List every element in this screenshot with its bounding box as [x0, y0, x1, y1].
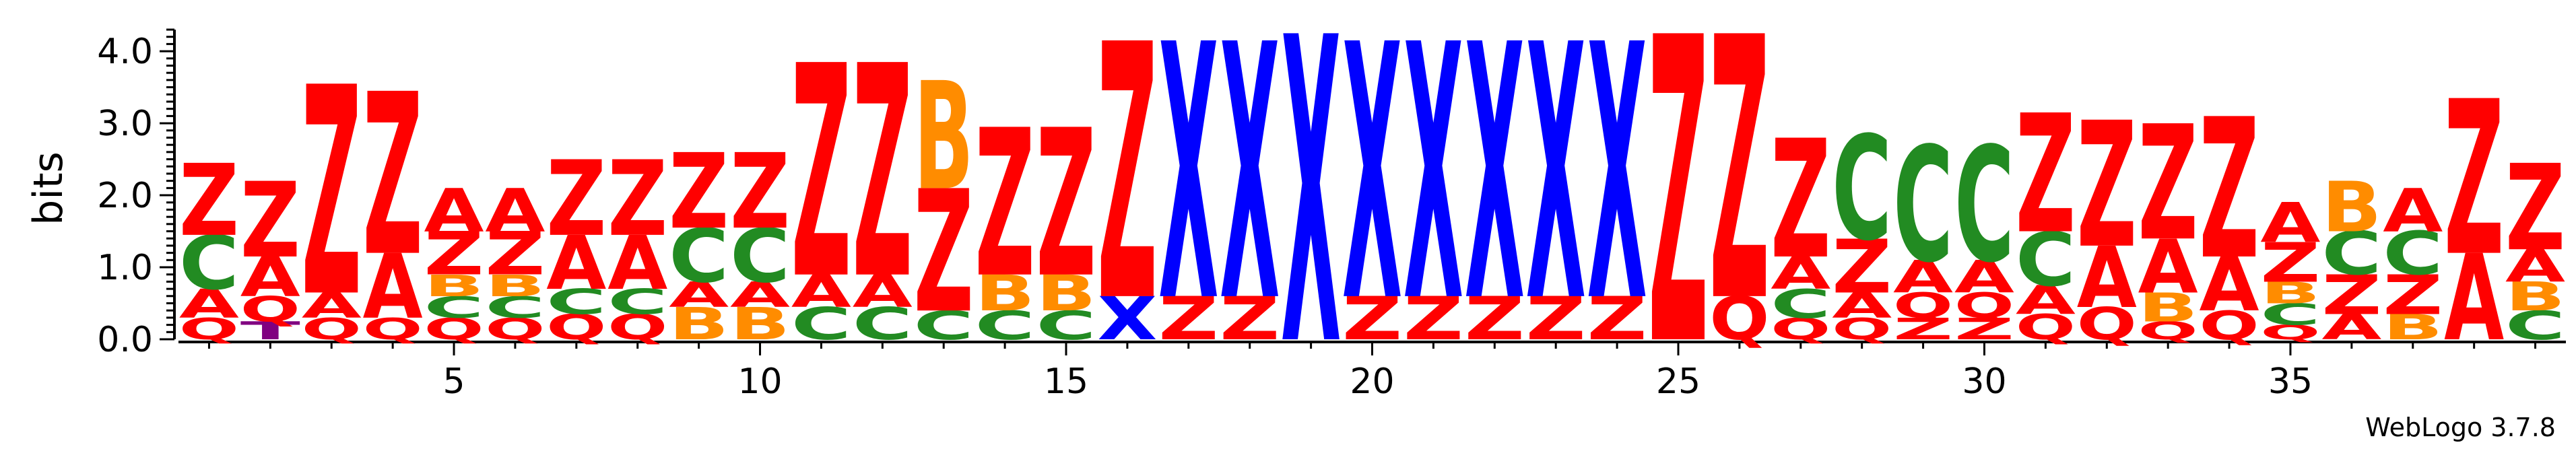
logo-stack: ZX [1403, 0, 1463, 379]
logo-letter-z: Z [1648, 0, 1708, 439]
x-tick-label: 35 [2268, 361, 2313, 402]
logo-letter-z: Z [2016, 81, 2076, 270]
logo-letter-x: X [1526, 0, 1586, 379]
logo-letter-x: X [1281, 0, 1341, 438]
logo-letter-z: Z [2444, 57, 2504, 303]
logo-letter-z: Z [2505, 139, 2565, 277]
logo-stack: BACZ [669, 132, 729, 350]
logo-letter-z: Z [1709, 0, 1769, 382]
logo-letter-z: Z [2138, 92, 2198, 276]
logo-stack: CBZ [975, 88, 1035, 349]
logo-stack: QAZ [2200, 78, 2259, 349]
logo-letter-a: A [485, 177, 545, 246]
logo-stack: ZX [1220, 0, 1280, 379]
logo-letter-x: X [1465, 0, 1525, 379]
logo-letter-x: X [1587, 0, 1647, 379]
logo-letter-z: Z [975, 88, 1035, 323]
logo-letter-z: Z [730, 132, 790, 252]
logo-stack: QCBZA [2260, 193, 2320, 345]
logo-stack: QZ [1709, 0, 1769, 382]
logo-stack: Z [1648, 0, 1708, 439]
y-tick-label: 1.0 [97, 248, 153, 288]
logo-letter-b: B [2321, 167, 2381, 248]
logo-stack: QAZ [363, 46, 423, 346]
logo-stack: ZX [1342, 0, 1402, 379]
logo-letter-z: Z [2200, 78, 2259, 302]
logo-stack: BZCA [2383, 177, 2443, 348]
logo-letter-z: Z [302, 26, 362, 360]
logo-letter-c: C [1954, 114, 2014, 298]
x-tick-label: 30 [1962, 361, 2006, 402]
logo-letter-x: X [1220, 0, 1280, 379]
logo-letter-x: X [1342, 0, 1402, 379]
x-tick-label: 10 [737, 361, 782, 402]
x-tick-label: 5 [442, 361, 465, 402]
logo-letter-z: Z [1036, 88, 1096, 323]
y-axis: 0.0 1.0 2.0 3.0 4.0 [97, 30, 174, 360]
logo-stack: ZX [1158, 0, 1218, 379]
logo-stack: CBZ [1036, 88, 1096, 349]
weblogo-credit: WebLogo 3.7.8 [2365, 413, 2556, 442]
logo-letter-z: Z [607, 139, 667, 259]
y-tick-label: 2.0 [97, 176, 153, 216]
logo-stack: AZ [2444, 57, 2504, 368]
logo-stack: CAZ [853, 5, 913, 350]
logo-letter-x: X [1403, 0, 1463, 379]
logo-letter-z: Z [2077, 86, 2137, 287]
logo-stacks: QACZTQAZQAZ QAZQCBZAQCBZAQCAZQCAZBACZBACZ… [179, 0, 2566, 439]
logo-letter-b: B [914, 50, 974, 223]
logo-letter-z: Z [791, 5, 851, 344]
logo-stack: QCAZ [546, 139, 606, 347]
logo-stack: QAZ [2077, 86, 2137, 350]
logo-stack: QCBZA [424, 177, 484, 347]
y-tick-label: 3.0 [97, 104, 153, 144]
logo-stack: ZX [1465, 0, 1525, 379]
logo-letter-a: A [2383, 177, 2443, 246]
logo-letter-c: C [1832, 105, 1892, 272]
logo-stack: CAZ [791, 5, 852, 350]
logo-letter-z: Z [1771, 106, 1830, 296]
logo-stack: XZ [1097, 0, 1157, 380]
logo-stack: ZX [1587, 0, 1647, 379]
y-tick-label: 0.0 [97, 320, 153, 360]
logo-letter-x: X [1158, 0, 1218, 379]
logo-stack: QAZ [302, 26, 362, 360]
logo-letter-z: Z [363, 46, 423, 305]
logo-letter-z: Z [1097, 0, 1157, 380]
logo-letter-z: Z [853, 5, 913, 344]
y-axis-label: bits [25, 151, 72, 226]
logo-stack: ZX [1526, 0, 1586, 379]
logo-stack: QCAZ [607, 139, 667, 347]
logo-letter-z: Z [669, 132, 729, 252]
logo-letter-z: Z [546, 139, 606, 259]
logo-letter-a: A [2260, 193, 2320, 255]
logo-letter-c: C [1893, 114, 1953, 298]
logo-letter-a: A [424, 177, 484, 246]
logo-letter-z: Z [179, 143, 239, 258]
y-tick-label: 4.0 [97, 32, 153, 72]
logo-stack: QCAZ [1771, 106, 1831, 347]
logo-letter-z: Z [240, 160, 300, 281]
x-tick-label: 15 [1044, 361, 1088, 402]
logo-stack: X [1281, 0, 1341, 438]
logo-stack: CZB [914, 50, 974, 350]
